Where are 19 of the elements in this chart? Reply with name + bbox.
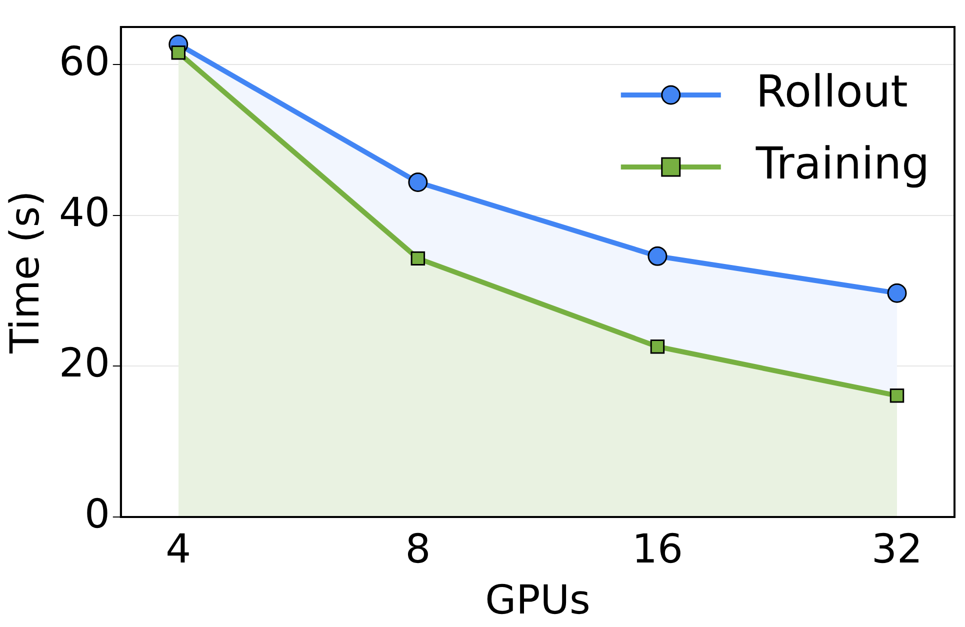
point bbox=[650, 340, 665, 354]
point bbox=[408, 172, 428, 192]
legend-label: Rollout bbox=[756, 66, 908, 118]
legend-label: Training bbox=[754, 138, 930, 190]
y-axis-title: Time (s) bbox=[2, 190, 48, 354]
x-tick-label: 8 bbox=[405, 526, 431, 572]
y-tick-label: 60 bbox=[58, 39, 110, 86]
point bbox=[648, 246, 668, 266]
point bbox=[887, 283, 907, 303]
x-axis-title: GPUs bbox=[485, 577, 590, 624]
x-tick-label: 4 bbox=[166, 526, 192, 572]
point bbox=[890, 388, 904, 403]
x-tick-label: 16 bbox=[632, 526, 683, 572]
point bbox=[171, 46, 186, 60]
x-tick-label: 32 bbox=[872, 526, 922, 572]
y-tick-label: 40 bbox=[58, 190, 110, 236]
y-tick-label: 0 bbox=[84, 491, 110, 538]
point bbox=[410, 251, 426, 266]
y-tick-label: 20 bbox=[58, 340, 110, 387]
